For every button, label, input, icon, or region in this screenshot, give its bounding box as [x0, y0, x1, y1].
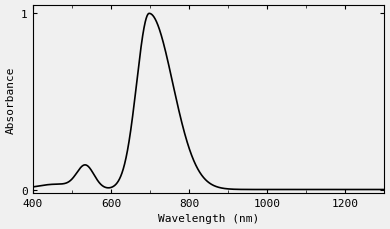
X-axis label: Wavelength (nm): Wavelength (nm): [158, 213, 259, 224]
Y-axis label: Absorbance: Absorbance: [5, 66, 16, 133]
